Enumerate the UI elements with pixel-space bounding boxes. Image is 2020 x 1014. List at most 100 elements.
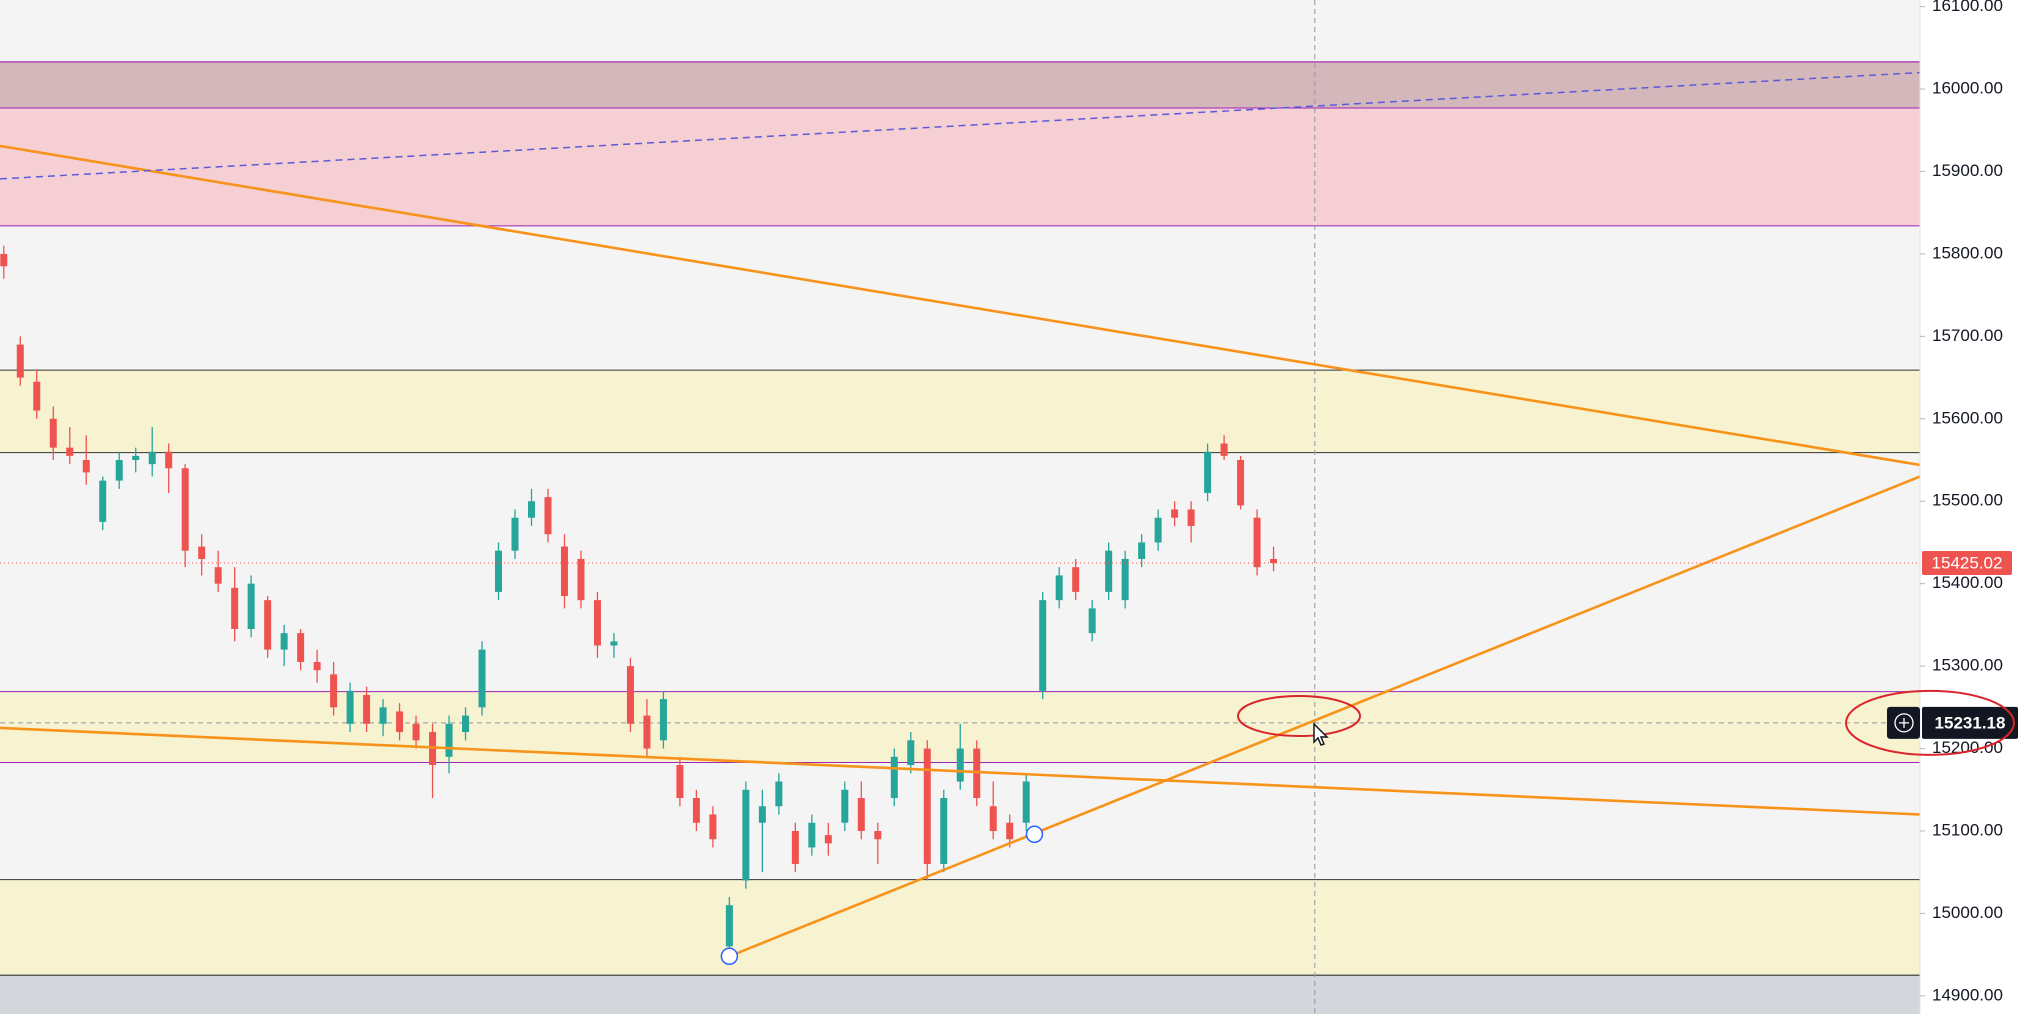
candle-body: [1154, 517, 1162, 543]
candle-body: [247, 583, 255, 630]
candle-body: [527, 501, 535, 518]
candle-body: [132, 455, 140, 461]
candle-body: [198, 546, 206, 559]
cursor: [1313, 722, 1329, 746]
candle-body: [742, 789, 750, 881]
y-tick-label: 16100.00: [1932, 0, 2003, 15]
candle-body: [758, 806, 766, 823]
candle-body: [1220, 443, 1228, 456]
candle-body: [445, 723, 453, 757]
candle-body: [775, 781, 783, 807]
candle-body: [973, 748, 981, 799]
candle-body: [544, 497, 552, 535]
candle-body: [297, 633, 305, 662]
candle-body: [462, 715, 470, 733]
candle-body: [923, 748, 931, 864]
candle-body: [1006, 822, 1014, 840]
candle-body: [396, 711, 404, 733]
candle-body: [1022, 781, 1030, 823]
candle-body: [1121, 558, 1129, 601]
candle-body: [874, 830, 882, 840]
candle-body: [231, 587, 239, 630]
y-tick-label: 15900.00: [1932, 161, 2003, 180]
candle-body: [1187, 509, 1195, 526]
candle-body: [1088, 608, 1096, 634]
candle-body: [280, 633, 288, 650]
candle-body: [808, 822, 816, 848]
candle-body: [16, 344, 24, 378]
trendline: [0, 726, 1920, 816]
crosshair-plus-icon: [1899, 717, 1909, 728]
candle-body: [1204, 451, 1212, 493]
trendline-handle: [1025, 825, 1044, 844]
y-tick-label: 16000.00: [1932, 79, 2003, 98]
candle-body: [593, 600, 601, 646]
candle-body: [857, 798, 865, 831]
candle-body: [363, 694, 371, 724]
candle-body: [330, 674, 338, 708]
candle-body: [940, 798, 948, 864]
candle-body: [148, 451, 156, 465]
candle-body: [725, 905, 733, 947]
candle-body: [478, 649, 486, 708]
candle-body: [1171, 509, 1179, 518]
candle-body: [66, 447, 74, 456]
candle-body: [692, 798, 700, 823]
candle-body: [214, 567, 222, 584]
zone: [0, 61, 1920, 108]
candle-body: [1253, 517, 1261, 568]
candle-body: [1072, 567, 1080, 592]
candle-body: [495, 550, 503, 592]
annotations: [1237, 689, 2015, 756]
candle-body: [115, 460, 123, 481]
last-price-label: 15425.02: [1932, 554, 2003, 573]
plot-area: [0, 0, 1920, 1014]
y-tick-label: 15300.00: [1932, 656, 2003, 675]
y-tick-label: 14900.00: [1932, 985, 2003, 1004]
candle-body: [412, 723, 420, 741]
y-tick-label: 15600.00: [1932, 408, 2003, 427]
candle-body: [313, 661, 321, 671]
candle-body: [956, 748, 964, 782]
candle-body: [791, 830, 799, 864]
y-tick-label: 15200.00: [1932, 738, 2003, 757]
candle-body: [626, 666, 634, 724]
candle-body: [33, 381, 41, 411]
y-tick-label: 15500.00: [1932, 491, 2003, 510]
candle-body: [709, 814, 717, 840]
candle-body: [890, 756, 898, 799]
candle-body: [659, 699, 667, 741]
y-tick-label: 15700.00: [1932, 326, 2003, 345]
candle-body: [1055, 575, 1063, 601]
candle-body: [560, 546, 568, 597]
candle-body: [49, 418, 57, 448]
candle-body: [1039, 600, 1047, 691]
candle-body: [1237, 460, 1245, 506]
candle-body: [841, 789, 849, 823]
candle-body: [346, 690, 354, 724]
candle-body: [824, 835, 832, 844]
zone: [0, 370, 1920, 453]
trendline-handle: [720, 947, 739, 966]
trendline: [0, 144, 1920, 467]
trendline: [0, 71, 1920, 180]
annotation-ellipse: [1237, 695, 1361, 737]
candle-body: [82, 460, 90, 473]
y-tick-label: 15400.00: [1932, 573, 2003, 592]
candle-body: [643, 715, 651, 749]
candle-body: [1105, 550, 1113, 592]
candle-body: [610, 641, 618, 646]
crosshair-price-box: [1922, 706, 2018, 739]
y-tick-label: 15100.00: [1932, 820, 2003, 839]
annotation-ellipse: [1845, 689, 2015, 756]
candle-body: [676, 765, 684, 799]
candle-body: [99, 480, 107, 522]
crosshair-plus-icon: [1894, 713, 1914, 733]
last-price-box: [1922, 551, 2012, 576]
candle-body: [577, 558, 585, 601]
candle-body: [989, 806, 997, 831]
y-tick-label: 15000.00: [1932, 903, 2003, 922]
crosshair-price-label: 15231.18: [1935, 713, 2006, 732]
candle-body: [379, 707, 387, 724]
